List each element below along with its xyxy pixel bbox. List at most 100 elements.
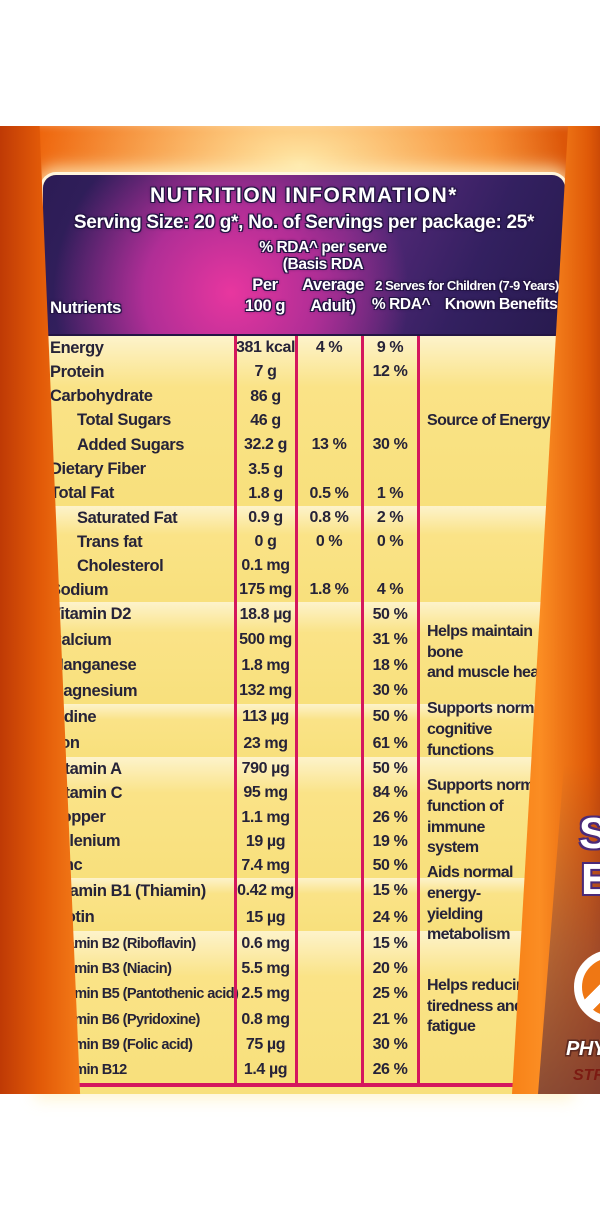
- nutrient-name: Trans fat: [77, 532, 143, 551]
- children-rda-value: 24 %: [372, 908, 408, 926]
- nutrient-row: Saturated Fat 0.9 g 0.8 % 2 %: [43, 506, 565, 530]
- children-rda-value: 26 %: [372, 808, 408, 826]
- children-rda-value: 30 %: [372, 1035, 408, 1053]
- nutrient-row: Cholesterol 0.1 mg: [43, 554, 565, 578]
- per-100g-value: 790 µg: [241, 760, 290, 778]
- per-100g-value: 0 g: [254, 533, 277, 550]
- nutrient-group: Saturated Fat 0.9 g 0.8 % 2 % Trans fat 0 g 0 …: [43, 506, 565, 602]
- children-rda-value: 0 %: [376, 533, 404, 550]
- nutrient-name: Total Fat: [50, 484, 114, 503]
- per-100g-value: 86 g: [250, 387, 281, 405]
- per-100g-value: 132 mg: [239, 682, 292, 700]
- nutrient-name: Zinc: [43, 856, 235, 875]
- table-bottom-rule: [46, 1083, 516, 1087]
- nutrient-row: Added Sugars 32.2 g 13 % 30 %: [43, 433, 565, 457]
- nutrient-name: Cholesterol: [77, 556, 164, 575]
- children-rda-value: 12 %: [372, 363, 408, 381]
- col-head-children-rda: % RDA^: [371, 296, 431, 313]
- per-100g-value: 113 µg: [242, 708, 289, 726]
- per-100g-value: 75 µg: [245, 1035, 286, 1053]
- package-photo: NUTRITION INFORMATION* Serving Size: 20 …: [0, 126, 600, 1094]
- per-100g-value: 1.1 mg: [241, 808, 290, 826]
- children-rda-value: 21 %: [372, 1010, 408, 1028]
- known-benefit-text: Supports normal cognitive functions: [427, 700, 547, 759]
- nutrient-name: Vitamin B5 (Pantothenic acid): [50, 986, 239, 1003]
- nutrient-row: Vitamin B5 (Pantothenic acid) 2.5 mg 25 %: [43, 982, 565, 1007]
- children-rda-value: 84 %: [372, 784, 408, 802]
- nutrition-title: NUTRITION INFORMATION*: [150, 184, 458, 207]
- per-100g-value: 3.5 g: [248, 460, 283, 478]
- nutrient-name: Iodine: [50, 707, 97, 726]
- column-divider: [294, 336, 298, 1085]
- nutrient-name: Magnesium: [50, 681, 138, 700]
- children-rda-value: 50 %: [372, 760, 408, 778]
- nutrient-name: Manganese: [50, 656, 137, 675]
- nutrient-row: Vitamin C 95 mg 84 %: [43, 781, 565, 805]
- nutrient-row: Vitamin A 790 µg 50 %: [43, 757, 565, 781]
- nutrient-row: Sodium 175 mg 1.8 % 4 %: [43, 578, 565, 602]
- adult-rda-value: 0.5 %: [309, 484, 349, 502]
- nutrient-row: Total Sugars 46 g: [43, 409, 565, 433]
- per-100g-value: 95 mg: [243, 784, 288, 802]
- adult-rda-value: 13 %: [311, 436, 347, 454]
- per-100g-value: 0.9 g: [248, 509, 283, 526]
- nutrient-row: Vitamin B2 (Riboflavin) 0.6 mg 15 %: [43, 931, 565, 956]
- nutrient-row: Vitamin B3 (Niacin) 5.5 mg 20 %: [43, 956, 565, 981]
- nutrient-name: Copper: [50, 808, 106, 826]
- children-rda-value: 18 %: [372, 656, 408, 674]
- col-head-average-adult: Average Adult): [302, 276, 364, 315]
- column-divider: [233, 336, 237, 1085]
- children-rda-value: 1 %: [376, 484, 404, 502]
- nutrient-name: Vitamin B2 (Riboflavin): [50, 935, 196, 952]
- nutrient-row: Vitamin D2 18.8 µg 50 %: [43, 602, 565, 628]
- col-head-basis-rda: (Basis RDA: [282, 256, 364, 273]
- nutrient-group: Vitamin B2 (Riboflavin) 0.6 mg 15 % Vitamin…: [43, 931, 565, 1083]
- nutrient-row: Carbohydrate 86 g: [43, 385, 565, 409]
- nutrient-row: Dietary Fiber 3.5 g: [43, 457, 565, 481]
- children-rda-value: 15 %: [372, 882, 408, 900]
- children-rda-value: 31 %: [372, 631, 408, 649]
- nutrient-row: Energy 381 kcal 4 % 9 %: [43, 336, 565, 360]
- nutrient-name: Total Sugars: [77, 411, 171, 430]
- adult-rda-value: 0.8 %: [309, 509, 349, 526]
- column-divider: [416, 336, 420, 1085]
- per-100g-value: 1.8 g: [248, 484, 283, 502]
- col-head-children-serves: 2 Serves for Children (7-9 Years): [375, 278, 559, 293]
- nutrient-name: Vitamin B6 (Pyridoxine): [50, 1011, 200, 1028]
- children-rda-value: 30 %: [372, 436, 408, 454]
- nutrient-group: Energy 381 kcal 4 % 9 % Protein 7 g 12 % Carboh…: [43, 336, 565, 506]
- nutrient-name: Added Sugars: [77, 435, 185, 454]
- per-100g-value: 175 mg: [239, 581, 292, 598]
- nutrient-name: Calcium: [50, 630, 112, 649]
- nutrient-group: Vitamin D2 18.8 µg 50 % Calcium 500 mg 31 % Ma…: [43, 602, 565, 704]
- side-phys-text: PHYS: [566, 1038, 600, 1060]
- nutrient-name: Sodium: [50, 580, 109, 599]
- per-100g-value: 7.4 mg: [241, 856, 290, 874]
- per-100g-value: 7 g: [254, 363, 277, 381]
- nutrient-row: Trans fat 0 g 0 % 0 %: [43, 530, 565, 554]
- nutrient-name: Energy: [50, 338, 104, 357]
- nutrient-row: Total Fat 1.8 g 0.5 % 1 %: [43, 482, 565, 506]
- children-rda-value: 4 %: [376, 581, 404, 598]
- children-rda-value: 9 %: [376, 339, 404, 357]
- per-100g-value: 1.8 mg: [241, 656, 290, 674]
- per-100g-value: 15 µg: [245, 908, 286, 926]
- children-rda-value: 15 %: [372, 934, 408, 952]
- children-rda-value: 50 %: [372, 605, 408, 623]
- nutrient-name: Vitamin D2: [50, 605, 131, 624]
- label-header: NUTRITION INFORMATION* Serving Size: 20 …: [43, 175, 565, 336]
- nutrient-groups: Energy 381 kcal 4 % 9 % Protein 7 g 12 % Carboh…: [43, 336, 565, 1094]
- per-100g-value: 23 mg: [243, 734, 288, 752]
- known-benefit-text: Supports normal function of immune syste…: [427, 776, 547, 857]
- nutrient-row: Calcium 500 mg 31 %: [43, 628, 565, 654]
- per-100g-value: 18.8 µg: [239, 605, 292, 623]
- known-benefit-text: Source of Energy: [427, 411, 550, 429]
- nutrient-name: Vitamin B9 (Folic acid): [50, 1036, 193, 1053]
- nutrient-name: Vitamin B3 (Niacin): [50, 960, 172, 977]
- per-100g-value: 0.6 mg: [241, 934, 290, 952]
- serving-size-line: Serving Size: 20 g*, No. of Servings per…: [73, 212, 535, 233]
- col-head-rda-per-serve: % RDA^ per serve: [259, 239, 387, 256]
- children-rda-value: 2 %: [376, 509, 404, 526]
